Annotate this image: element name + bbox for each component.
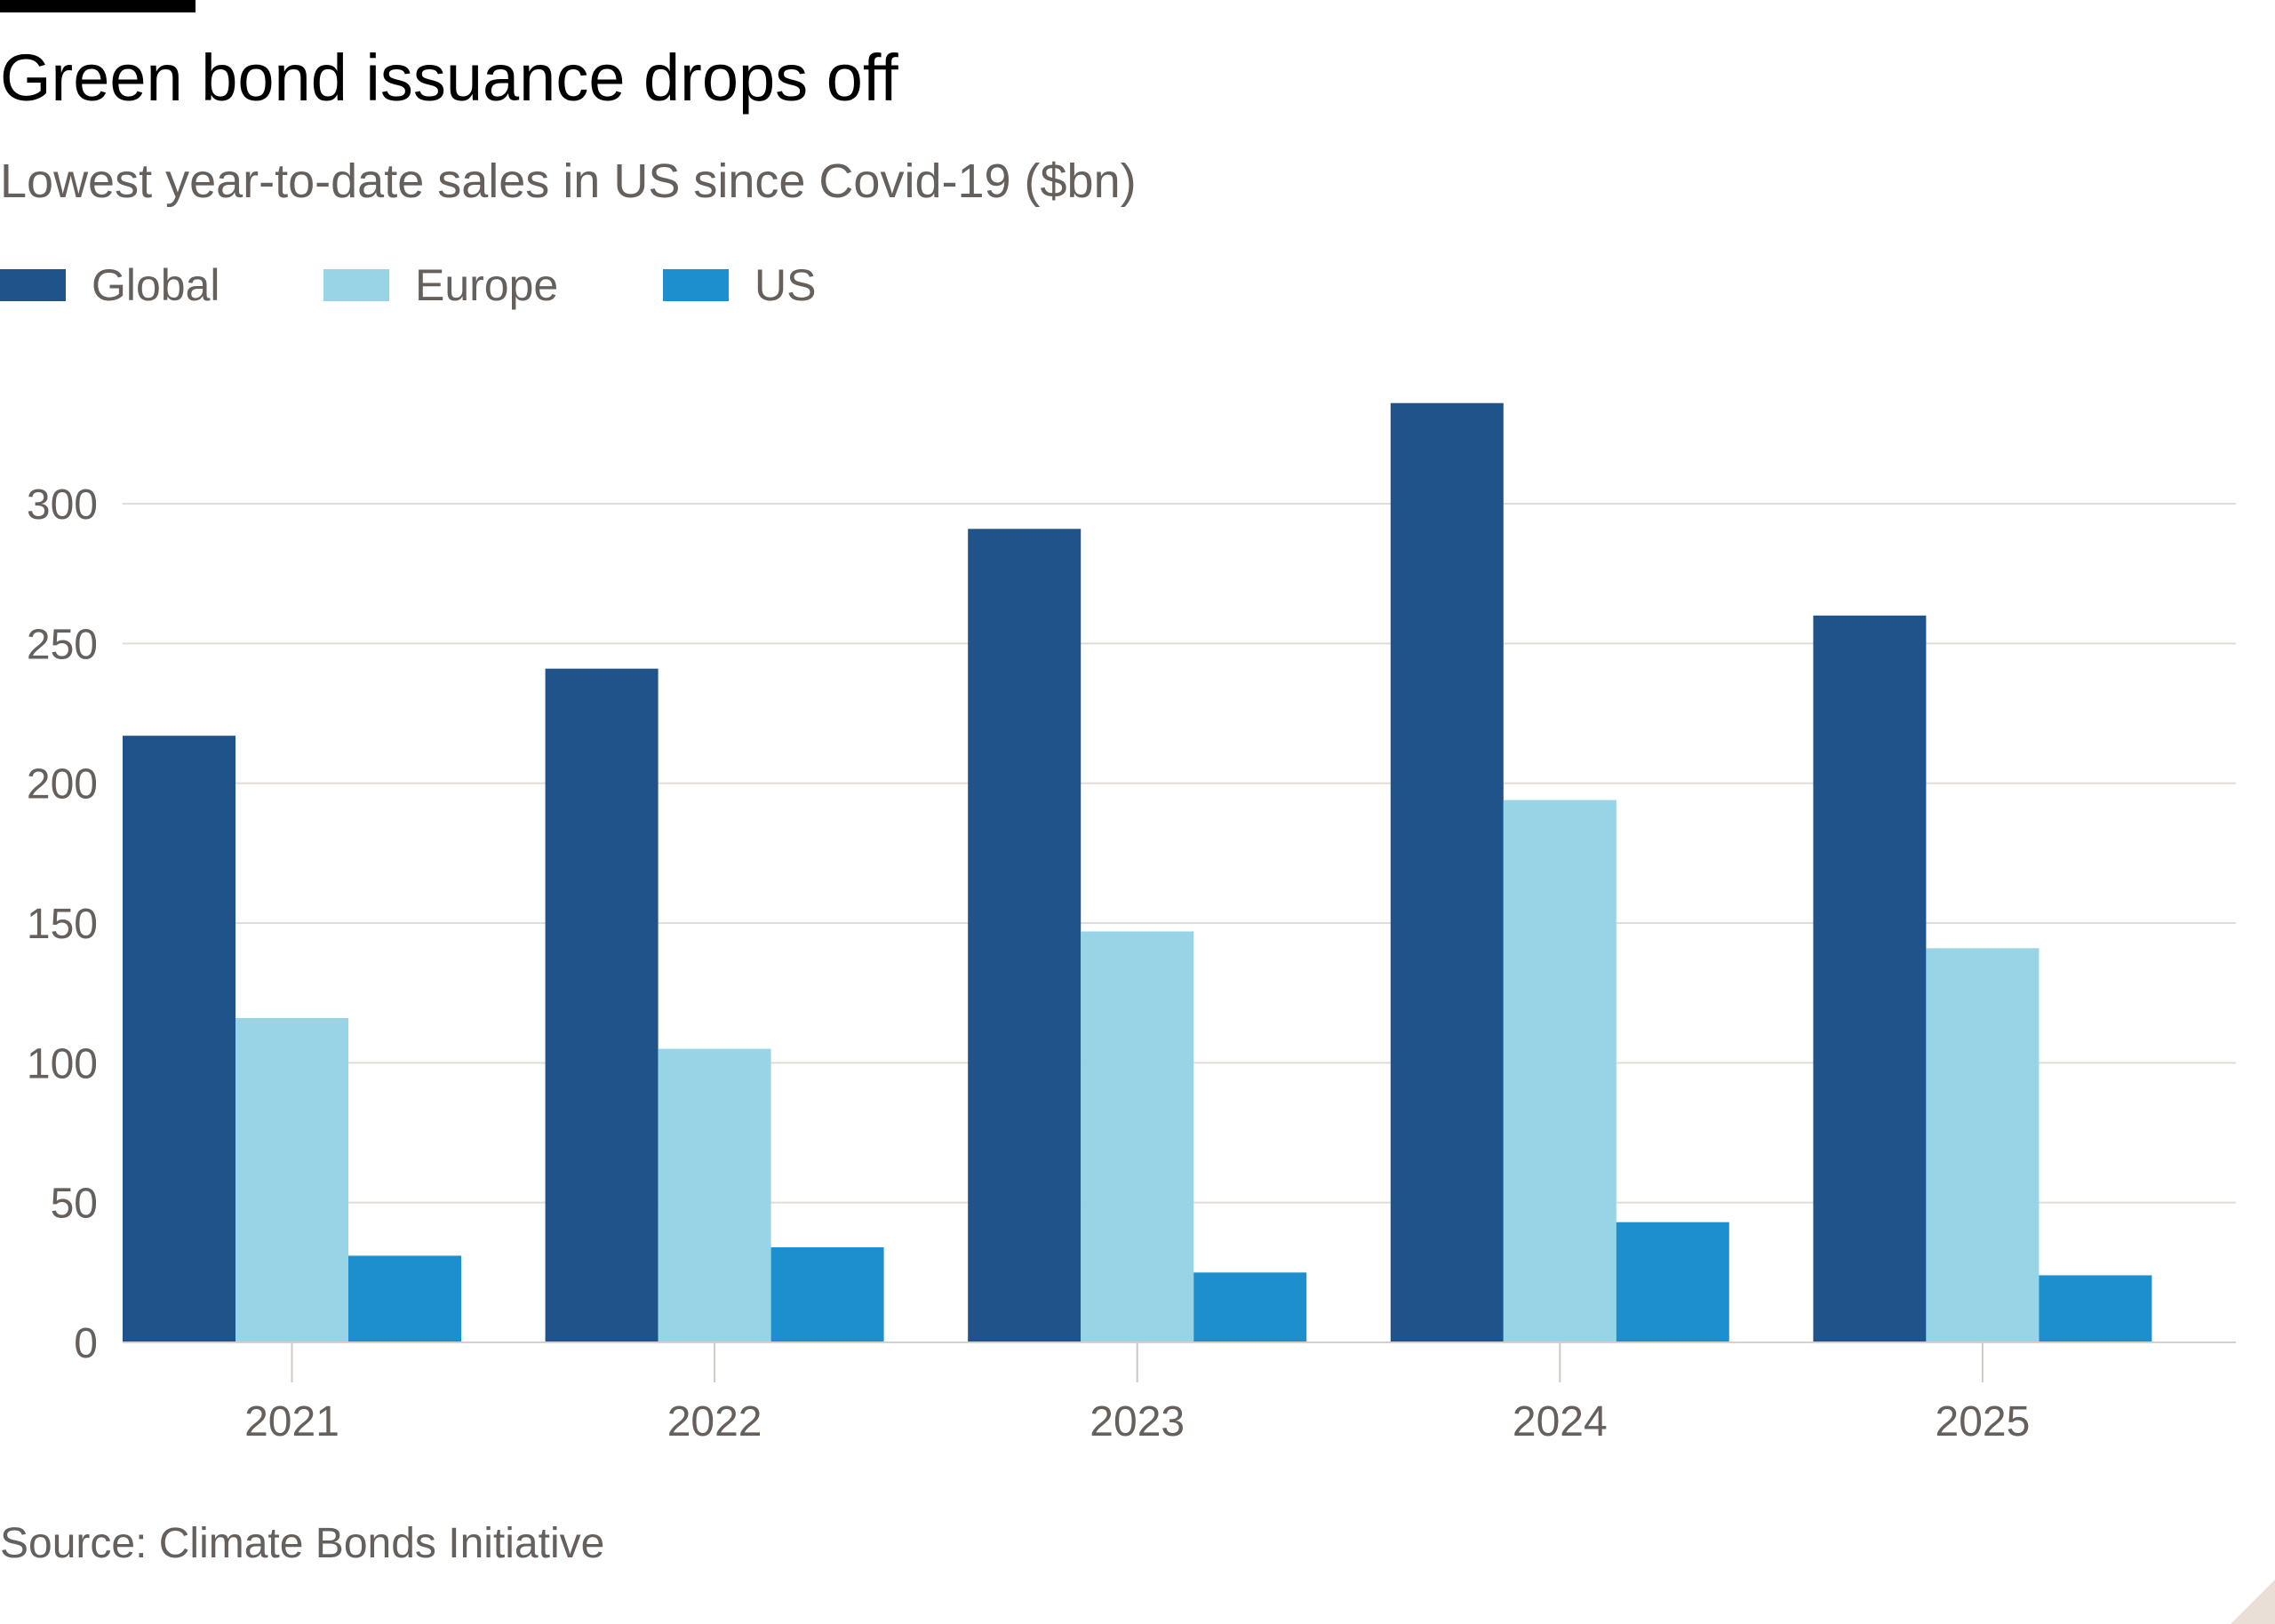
x-tick-label-2023: 2023 [1090, 1398, 1185, 1445]
bar-us-2024 [1616, 1222, 1729, 1342]
y-tick-label-100: 100 [27, 1040, 98, 1087]
source-note: Source: Climate Bonds Initiative [0, 1520, 605, 1567]
legend-swatch-global [0, 269, 66, 301]
x-tick-label-2024: 2024 [1513, 1398, 1608, 1445]
bar-us-2022 [770, 1247, 884, 1342]
legend-label-global: Global [92, 260, 220, 310]
y-tick-label-0: 0 [74, 1320, 98, 1367]
bar-europe-2024 [1503, 800, 1616, 1342]
bar-global-2024 [1390, 402, 1504, 1343]
y-tick-label-150: 150 [27, 901, 98, 948]
bar-europe-2023 [1081, 931, 1194, 1342]
legend-swatch-europe [323, 269, 389, 301]
bar-europe-2025 [1926, 948, 2040, 1342]
bar-global-2022 [545, 668, 659, 1342]
corner-mark [2231, 1580, 2275, 1624]
y-tick-label-300: 300 [27, 482, 98, 529]
chart-title: Green bond issuance drops off [0, 41, 898, 115]
bar-us-2021 [348, 1255, 461, 1342]
y-tick-label-250: 250 [27, 621, 98, 668]
bar-europe-2021 [235, 1017, 348, 1342]
bar-global-2025 [1813, 615, 1927, 1342]
y-tick-label-50: 50 [51, 1181, 98, 1228]
chart-subtitle: Lowest year-to-date sales in US since Co… [0, 155, 1137, 208]
top-rule [0, 0, 196, 12]
bar-global-2023 [968, 529, 1082, 1342]
x-tick-label-2022: 2022 [667, 1398, 762, 1445]
bar-us-2023 [1193, 1272, 1307, 1342]
bar-europe-2022 [658, 1048, 771, 1342]
y-tick-label-200: 200 [27, 761, 98, 808]
legend-label-us: US [754, 260, 817, 310]
legend-swatch-us [663, 269, 729, 301]
x-tick-label-2025: 2025 [1936, 1398, 2031, 1445]
x-tick-label-2021: 2021 [244, 1398, 339, 1445]
bar-us-2025 [2039, 1275, 2152, 1342]
legend-label-europe: Europe [415, 260, 559, 310]
bar-global-2021 [123, 736, 235, 1342]
